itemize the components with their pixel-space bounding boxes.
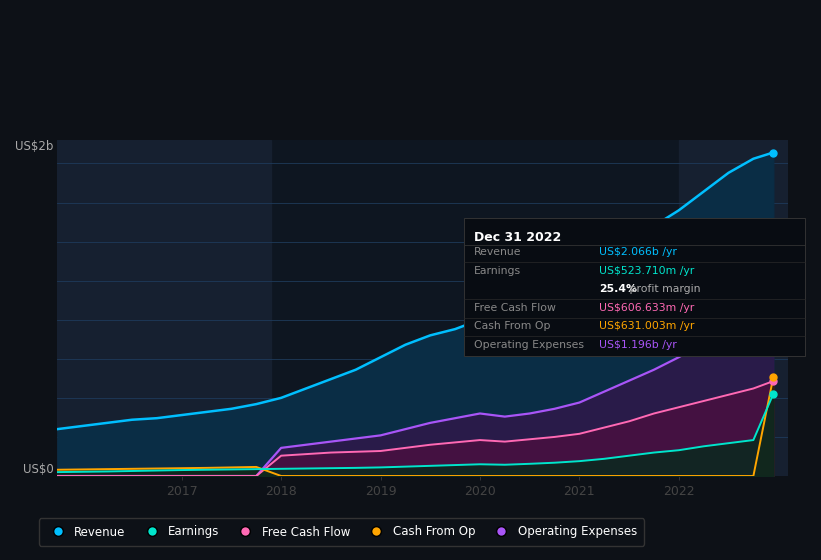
Text: Operating Expenses: Operating Expenses (474, 340, 584, 350)
Text: Cash From Op: Cash From Op (474, 321, 550, 332)
Legend: Revenue, Earnings, Free Cash Flow, Cash From Op, Operating Expenses: Revenue, Earnings, Free Cash Flow, Cash … (39, 519, 644, 545)
Text: US$2b: US$2b (16, 140, 54, 153)
Text: US$2.066b /yr: US$2.066b /yr (599, 248, 677, 258)
Text: Free Cash Flow: Free Cash Flow (474, 303, 556, 313)
Text: US$1.196b /yr: US$1.196b /yr (599, 340, 677, 350)
Text: Revenue: Revenue (474, 248, 521, 258)
Text: profit margin: profit margin (626, 284, 701, 295)
Text: 25.4%: 25.4% (599, 284, 637, 295)
Text: US$631.003m /yr: US$631.003m /yr (599, 321, 695, 332)
Text: US$606.633m /yr: US$606.633m /yr (599, 303, 695, 313)
Text: US$0: US$0 (23, 463, 54, 476)
Bar (57, 140, 271, 476)
Text: US$523.710m /yr: US$523.710m /yr (599, 266, 695, 276)
Text: Earnings: Earnings (474, 266, 521, 276)
Bar (679, 140, 788, 476)
Text: Dec 31 2022: Dec 31 2022 (474, 231, 561, 244)
